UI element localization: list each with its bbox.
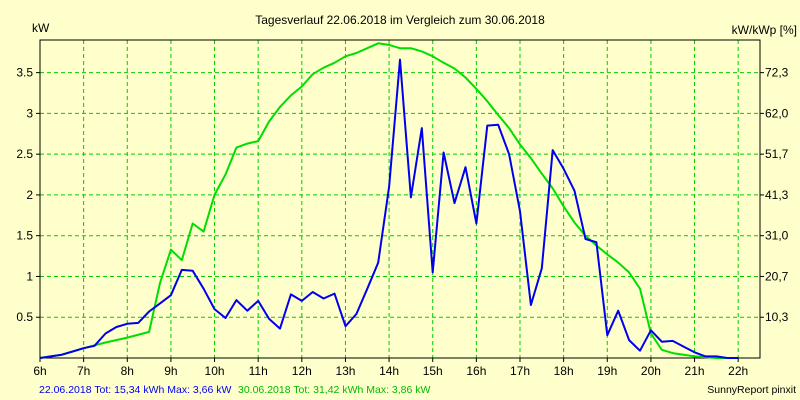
x-tick-label: 17h xyxy=(510,364,530,378)
x-tick-label: 22h xyxy=(728,364,748,378)
x-tick-label: 10h xyxy=(205,364,225,378)
series-line-1 xyxy=(39,58,739,359)
series-line-2 xyxy=(39,42,739,359)
x-tick-label: 15h xyxy=(423,364,443,378)
y2-tick-label: 10,3 xyxy=(765,310,789,324)
y2-tick-label: 20,7 xyxy=(765,269,789,283)
chart-title: Tagesverlauf 22.06.2018 im Vergleich zum… xyxy=(255,13,545,27)
plot-frame xyxy=(39,39,761,359)
y2-axis-ticks: 10,3 20,7 31,0 41,3 51,7 62,0 72,3 xyxy=(760,66,789,324)
legend-series-1: 22.06.2018 Tot: 15,34 kWh Max: 3,66 kW xyxy=(39,384,232,396)
y-tick-label: 2.5 xyxy=(16,147,33,161)
y-axis-label-left: kW xyxy=(32,21,50,35)
x-tick-label: 6h xyxy=(33,364,46,378)
x-tick-label: 12h xyxy=(292,364,312,378)
x-tick-label: 19h xyxy=(597,364,617,378)
x-axis-ticks: 6h 7h 8h 9h 10h 11h 12h 13h 14h 15h 16h 17h 18h 19h 20… xyxy=(33,358,748,378)
y2-tick-label: 41,3 xyxy=(765,188,789,202)
x-tick-label: 14h xyxy=(379,364,399,378)
plot-background xyxy=(40,40,760,358)
credit-text: SunnyReport pinxit xyxy=(707,384,796,396)
series-layer xyxy=(39,42,739,359)
x-tick-label: 8h xyxy=(121,364,134,378)
x-tick-label: 16h xyxy=(466,364,486,378)
y-tick-label: 1.5 xyxy=(16,229,33,243)
y2-tick-label: 31,0 xyxy=(765,229,789,243)
y-tick-label: 0.5 xyxy=(16,310,33,324)
y2-tick-label: 62,0 xyxy=(765,106,789,120)
y2-tick-label: 51,7 xyxy=(765,147,789,161)
y-tick-label: 2 xyxy=(26,188,33,202)
y2-tick-label: 72,3 xyxy=(765,66,789,80)
x-tick-label: 7h xyxy=(77,364,90,378)
y-axis-label-right: kW/kWp [%] xyxy=(732,23,797,37)
y-tick-label: 3 xyxy=(26,106,33,120)
y-axis-ticks: 0.5 1 1.5 2 2.5 3 3.5 xyxy=(16,66,40,324)
grid xyxy=(40,40,760,358)
x-tick-label: 11h xyxy=(249,364,268,378)
x-tick-label: 9h xyxy=(164,364,177,378)
x-tick-label: 20h xyxy=(641,364,661,378)
y-tick-label: 3.5 xyxy=(16,66,33,80)
x-tick-label: 21h xyxy=(685,364,705,378)
y-tick-label: 1 xyxy=(26,269,33,283)
x-tick-label: 18h xyxy=(554,364,574,378)
x-tick-label: 13h xyxy=(335,364,355,378)
legend-series-2: 30.06.2018 Tot: 31,42 kWh Max: 3,86 kW xyxy=(238,384,431,396)
